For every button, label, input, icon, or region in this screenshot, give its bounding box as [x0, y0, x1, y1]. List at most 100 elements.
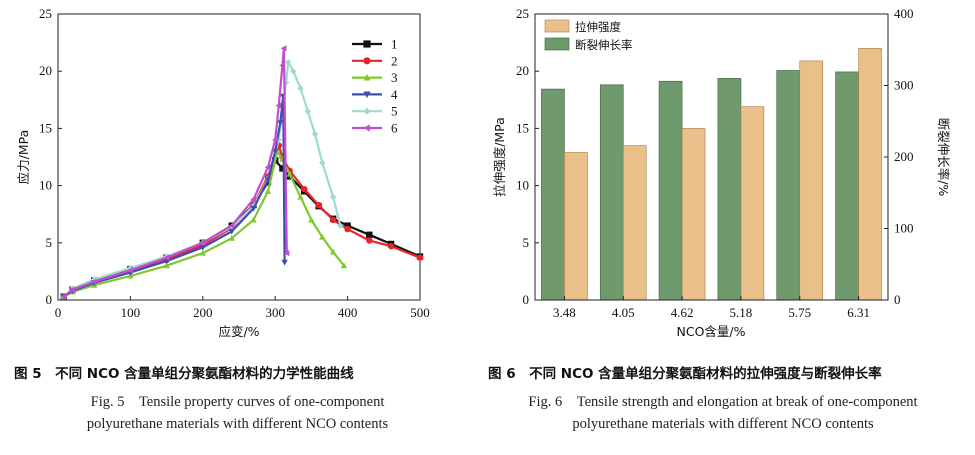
series-6-point	[250, 196, 257, 203]
bar-tensile-5.75	[799, 60, 824, 301]
chart2-right-tick-label: 400	[894, 6, 914, 21]
series-3-point	[319, 233, 326, 240]
series-3-point	[286, 170, 293, 177]
chart1-y-tick-label: 5	[46, 235, 53, 250]
chart2-frame	[534, 13, 889, 301]
series-3-point	[228, 235, 235, 241]
chart1-x-tick-label: 0	[55, 305, 62, 320]
legend-6-label: 6	[391, 121, 398, 136]
chart2-right-tick-label: 100	[894, 221, 914, 236]
series-5-point	[297, 85, 304, 92]
chart2-x-tick-label: 5.75	[788, 305, 811, 320]
series-1-point	[279, 165, 286, 172]
bar-elongation-6.31	[835, 71, 859, 301]
chart2-left-tick-label: 15	[516, 120, 529, 135]
series-5-point	[275, 136, 283, 144]
series-4-point	[281, 259, 288, 266]
chart2-y-axis-label-right: 断裂伸长率/%	[936, 118, 951, 197]
chart2-x-tick-label: 3.48	[553, 305, 576, 320]
series-3-point	[199, 249, 206, 256]
chart1-frame	[57, 13, 421, 301]
chart2-left-tick-label: 5	[523, 235, 530, 250]
bar-elongation-4.05	[599, 84, 624, 301]
series-6-point	[91, 278, 97, 285]
series-3-point	[308, 216, 315, 223]
chart1-x-tick-label: 500	[410, 305, 430, 320]
chart2-right-tick-label: 0	[894, 292, 901, 307]
legend-1-label: 1	[391, 37, 398, 52]
chart1-y-axis-label: 应力/MPa	[16, 130, 31, 185]
legend-3-marker	[363, 74, 371, 81]
series-6-line	[63, 47, 288, 298]
figure6-caption-en-line2: polyurethane materials with different NC…	[572, 416, 874, 432]
figure5-caption-en-line1: Fig. 5 Tensile property curves of one-co…	[90, 394, 385, 410]
chart1-x-tick-label: 100	[121, 305, 141, 320]
chart2-right-tick-label: 200	[894, 149, 914, 164]
chart1-y-tick-label: 10	[39, 178, 52, 193]
chart2-x-tick-label: 4.62	[671, 305, 694, 320]
legend-2-marker	[363, 57, 371, 65]
bar-tensile-5.18	[740, 106, 765, 301]
chart2-bars	[541, 48, 882, 301]
chart2-x-tick-label: 6.31	[847, 305, 870, 320]
legend-tensile-swatch	[544, 19, 570, 33]
legend-5-marker	[363, 107, 371, 115]
bar-elongation-4.62	[658, 80, 683, 301]
legend-4-label: 4	[391, 87, 398, 102]
series-3-point	[340, 262, 348, 269]
figure5-caption-en-line2: polyurethane materials with different NC…	[86, 416, 389, 432]
series-6-point	[279, 62, 285, 69]
series-5-point	[285, 58, 292, 66]
series-5-point	[311, 130, 319, 138]
series-1-point	[366, 231, 373, 238]
series-6-point	[163, 254, 170, 261]
chart1-x-tick-label: 200	[193, 305, 213, 320]
chart1-y-tick-label: 0	[46, 292, 53, 307]
chart2-x-tick-label: 4.05	[612, 305, 635, 320]
series-6-point	[275, 102, 282, 109]
series-4-point	[264, 177, 272, 184]
series-6-point	[60, 293, 67, 300]
series-2-point	[366, 237, 373, 244]
series-3-point	[163, 262, 170, 269]
series-2-point	[344, 225, 351, 233]
series-6-group	[60, 45, 290, 300]
series-3-point	[264, 188, 272, 194]
chart2-y-axis-label-left: 拉伸强度/MPa	[492, 117, 507, 197]
series-2-point	[387, 243, 395, 250]
chart1-y-tick-label: 20	[39, 63, 52, 78]
series-3-point	[250, 216, 257, 223]
legend-elongation-swatch	[544, 37, 570, 51]
legend-6-marker	[363, 124, 370, 132]
legend-1-marker	[363, 40, 371, 48]
series-2-point	[329, 216, 337, 224]
series-4-line	[63, 95, 286, 298]
legend-2-label: 2	[391, 53, 398, 68]
series-4-point	[199, 244, 206, 251]
series-6-point	[283, 249, 290, 257]
series-5-point	[329, 193, 337, 201]
chart1-series	[60, 45, 424, 300]
bar-tensile-3.48	[564, 152, 588, 301]
bar-elongation-3.48	[541, 88, 565, 301]
figure6-caption-en-line1: Fig. 6 Tensile strength and elongation a…	[528, 394, 918, 410]
figure5-caption-cn: 图 5 不同 NCO 含量单组分聚氨酯材料的力学性能曲线	[14, 366, 354, 382]
series-4-point	[228, 228, 235, 235]
series-1-point	[344, 222, 351, 229]
legend-elongation-label: 断裂伸长率	[575, 38, 633, 52]
chart1-x-axis-label: 应变/%	[218, 324, 259, 339]
bar-elongation-5.75	[776, 70, 801, 301]
legend-3-label: 3	[391, 70, 398, 85]
series-5-point	[304, 108, 311, 115]
bar-tensile-4.05	[622, 145, 647, 301]
series-6-point	[127, 267, 133, 274]
chart2-left-tick-label: 10	[516, 178, 529, 193]
tensile-strength-elongation-chart: 0 5 10 15 20 25 0 100 200 300 400 3.48 4.05 4.62 5.18 5…	[492, 6, 951, 339]
series-2-point	[416, 254, 424, 261]
series-2-point	[315, 201, 322, 209]
chart2-left-tick-label: 25	[516, 6, 529, 21]
chart2-x-tick-label: 5.18	[730, 305, 753, 320]
